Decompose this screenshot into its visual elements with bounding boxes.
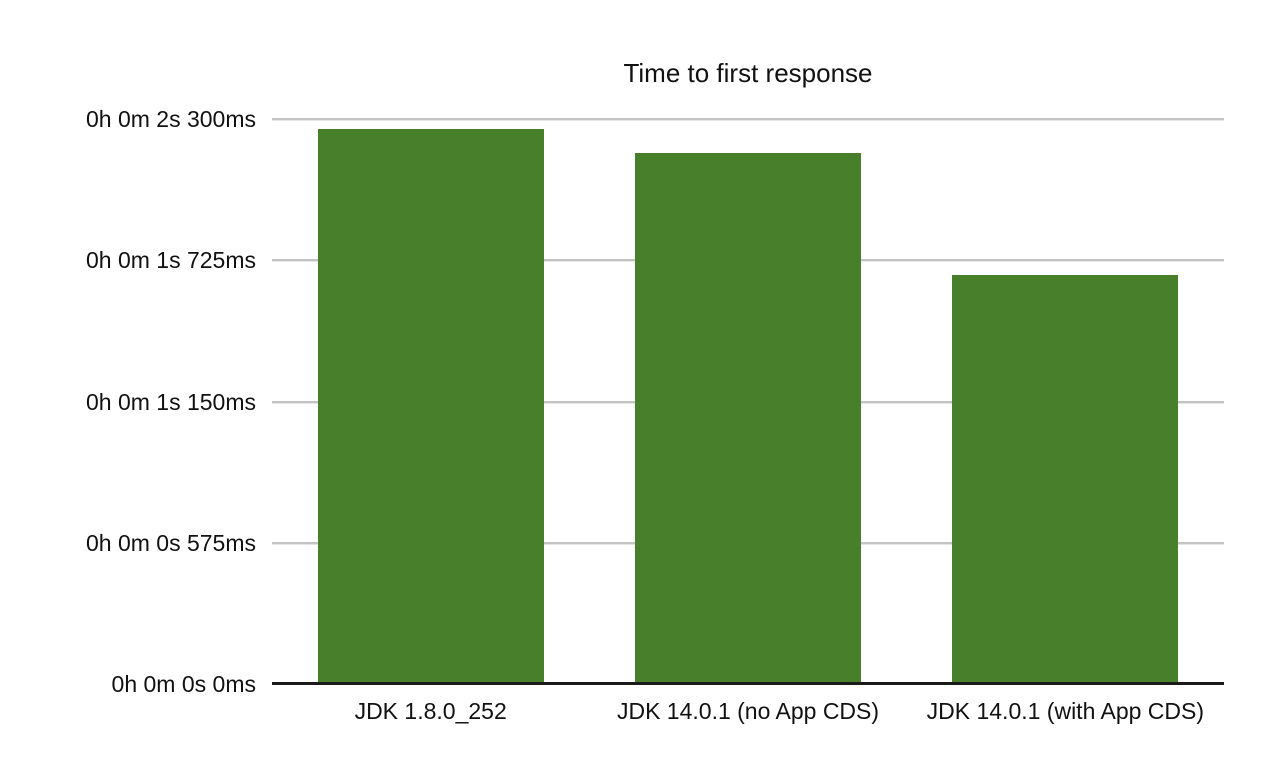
gridline xyxy=(272,118,1224,121)
y-axis-tick-label: 0h 0m 0s 0ms xyxy=(111,671,256,697)
bar xyxy=(952,274,1179,682)
y-axis-tick-label: 0h 0m 2s 300ms xyxy=(85,106,256,132)
x-axis-category-label: JDK 14.0.1 (no App CDS) xyxy=(616,698,880,724)
x-axis-line xyxy=(272,682,1224,685)
bar xyxy=(317,128,544,682)
y-axis-tick-label: 0h 0m 1s 725ms xyxy=(85,247,256,274)
x-axis-category-label: JDK 1.8.0_252 xyxy=(354,698,507,724)
y-axis-tick-label: 0h 0m 0s 575ms xyxy=(85,529,256,556)
y-axis-tick-label: 0h 0m 1s 150ms xyxy=(85,388,256,415)
x-axis-category-label: JDK 14.0.1 (with App CDS) xyxy=(926,698,1205,724)
chart-title: Time to first response xyxy=(623,58,873,88)
bar xyxy=(635,153,861,682)
